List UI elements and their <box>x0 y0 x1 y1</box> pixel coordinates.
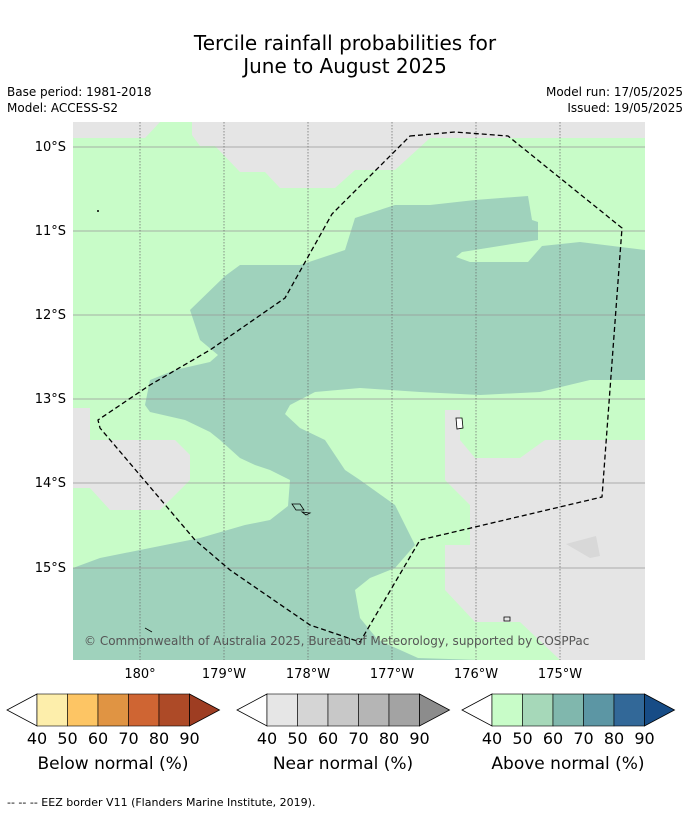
above-normal-50-region <box>73 196 645 660</box>
lon-label: 177°W <box>370 667 414 682</box>
lon-label: 175°W <box>538 667 582 682</box>
map-panel: © Commonwealth of Australia 2025, Bureau… <box>73 122 645 660</box>
colorbar-segment <box>388 693 420 727</box>
colorbar-label-below: Below normal (%) <box>37 754 189 774</box>
colorbar-segment <box>327 693 359 727</box>
colorbar-tick-label: 90 <box>179 729 199 748</box>
eez-border-legend: -- -- -- EEZ border V11 (Flanders Marine… <box>7 796 316 809</box>
colorbar-segment <box>297 693 329 727</box>
island-outline <box>300 511 312 516</box>
near-normal-patch <box>566 536 600 558</box>
map-title-line2: June to August 2025 <box>243 54 447 78</box>
longitude-gridlines <box>139 122 561 660</box>
colorbar-tick-label: 50 <box>512 729 532 748</box>
colorbar-group: 40 50 60 70 80 90 40 50 60 70 80 90 40 50 60 70 80 90 <box>6 693 676 748</box>
colorbar: 40 50 60 70 80 90 <box>236 693 451 748</box>
colorbar-tick-label: 40 <box>482 729 502 748</box>
colorbar-segment <box>522 693 554 727</box>
colorbar-tick-label: 70 <box>348 729 368 748</box>
lon-label: 178°W <box>286 667 330 682</box>
colorbar-tick-label: 70 <box>118 729 138 748</box>
colorbar-segment <box>97 693 129 727</box>
colorbar-segment <box>158 693 190 727</box>
colorbar-tick-label: 70 <box>573 729 593 748</box>
colorbar-extend-left <box>236 693 268 727</box>
colorbar-tick-label: 80 <box>149 729 169 748</box>
lat-label: 15°S <box>35 561 66 576</box>
colorbar-extend-right <box>644 693 676 727</box>
island-dot <box>97 210 99 212</box>
lat-label: 11°S <box>35 224 66 239</box>
colorbar-segment <box>358 693 390 727</box>
near-normal-region-right <box>445 410 645 660</box>
model-name: Model: ACCESS-S2 <box>7 101 119 115</box>
colorbar-extend-left <box>461 693 493 727</box>
colorbar-segment <box>36 693 68 727</box>
issued-date: Issued: 19/05/2025 <box>567 101 683 115</box>
colorbar-segment <box>128 693 160 727</box>
lat-label: 12°S <box>35 308 66 323</box>
colorbar-segment <box>552 693 584 727</box>
colorbar-segment <box>67 693 99 727</box>
lat-label: 13°S <box>35 392 66 407</box>
island-outline <box>455 417 464 430</box>
colorbar: 40 50 60 70 80 90 <box>461 693 676 748</box>
colorbar-tick-label: 60 <box>318 729 338 748</box>
island-outline <box>503 616 511 622</box>
colorbar-extend-right <box>419 693 451 727</box>
colorbar-tick-label: 80 <box>379 729 399 748</box>
copyright-text: © Commonwealth of Australia 2025, Bureau… <box>84 634 589 648</box>
island-outline <box>291 503 305 511</box>
colorbar-tick-label: 90 <box>409 729 429 748</box>
colorbar-tick-label: 60 <box>88 729 108 748</box>
near-normal-region-left <box>73 408 190 510</box>
colorbar-extend-left <box>6 693 38 727</box>
colorbar-tick-label: 40 <box>257 729 277 748</box>
colorbar-label-above: Above normal (%) <box>491 754 645 774</box>
colorbar-segment <box>491 693 523 727</box>
near-normal-region-top-center <box>192 122 645 188</box>
lat-label: 14°S <box>35 476 66 491</box>
colorbar-segment <box>583 693 615 727</box>
model-run: Model run: 17/05/2025 <box>545 85 683 99</box>
colorbar-label-near: Near normal (%) <box>272 754 414 774</box>
lon-label: 180° <box>124 667 155 682</box>
colorbar-tick-label: 80 <box>604 729 624 748</box>
colorbar-segment <box>613 693 645 727</box>
colorbar-segment <box>266 693 298 727</box>
colorbar-tick-label: 60 <box>543 729 563 748</box>
colorbar-tick-label: 40 <box>27 729 47 748</box>
colorbar-tick-label: 90 <box>634 729 654 748</box>
lat-label: 10°S <box>35 140 66 155</box>
colorbar: 40 50 60 70 80 90 <box>6 693 221 748</box>
eez-border <box>97 131 623 643</box>
colorbar-extend-right <box>189 693 221 727</box>
near-normal-region-top <box>73 122 160 138</box>
latitude-gridlines <box>73 146 645 569</box>
colorbar-tick-label: 50 <box>287 729 307 748</box>
colorbar-tick-label: 50 <box>57 729 77 748</box>
map-title-line1: Tercile rainfall probabilities for <box>193 31 497 55</box>
lon-label: 179°W <box>202 667 246 682</box>
lon-label: 176°W <box>454 667 498 682</box>
island-outline <box>144 627 153 633</box>
base-period: Base period: 1981-2018 <box>7 85 152 99</box>
